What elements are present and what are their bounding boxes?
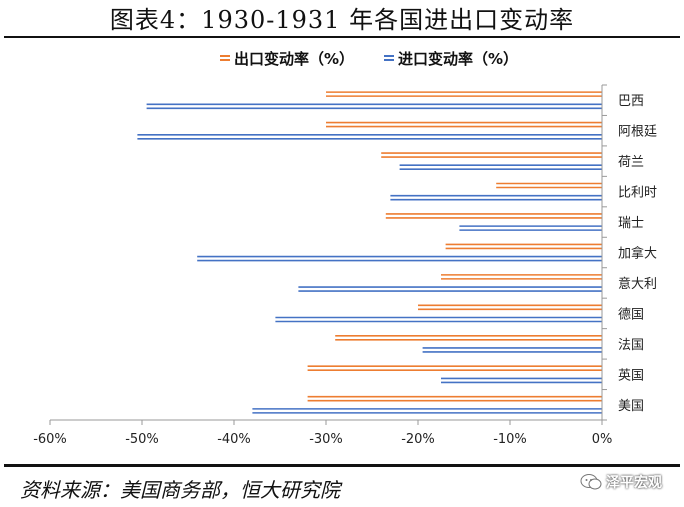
bar	[146, 103, 602, 110]
category-label: 意大利	[618, 276, 657, 292]
bar	[197, 255, 602, 262]
category-label: 巴西	[618, 94, 644, 109]
category-label: 比利时	[618, 186, 657, 201]
legend-label: 出口变动率（%）	[234, 50, 354, 68]
category-label: 德国	[618, 307, 644, 322]
category-label: 阿根廷	[618, 125, 657, 140]
footer-rule	[4, 464, 680, 467]
x-tick-label: -10%	[493, 432, 527, 447]
bar	[298, 286, 602, 292]
legend-label: 进口变动率（%）	[398, 50, 518, 68]
category-label: 法国	[618, 338, 644, 353]
bar	[441, 274, 602, 280]
bar-chart: 出口变动率（%） 进口变动率（%） 巴西阿根廷荷兰比利时瑞士加拿大意大利德国法国英国…	[33, 50, 657, 447]
watermark: 泽平宏观	[580, 472, 662, 492]
x-tick-label: -60%	[33, 432, 67, 447]
category-label: 瑞士	[618, 216, 644, 231]
chart-title: 图表4：1930-1931 年各国进出口变动率	[109, 6, 575, 34]
wechat-icon	[580, 474, 602, 490]
category-label: 荷兰	[618, 155, 644, 170]
bar	[326, 91, 602, 97]
category-label: 英国	[618, 368, 644, 383]
bar	[307, 365, 602, 372]
bar	[326, 121, 602, 128]
category-label: 美国	[618, 399, 644, 414]
category-label: 加拿大	[618, 246, 657, 262]
bar	[399, 164, 602, 171]
bar	[307, 395, 602, 402]
bar	[418, 304, 602, 311]
bar	[137, 133, 602, 140]
x-tick-label: -40%	[217, 432, 251, 447]
bar	[445, 243, 602, 250]
bar	[441, 377, 602, 384]
x-tick-label: -50%	[125, 432, 159, 447]
source-note: 资料来源：美国商务部，恒大研究院	[20, 478, 340, 502]
bar	[459, 225, 602, 231]
bar	[496, 182, 602, 189]
watermark-text: 泽平宏观	[606, 475, 662, 491]
bar	[381, 152, 602, 158]
bar	[335, 334, 602, 341]
x-tick-label: 0%	[592, 432, 613, 447]
title-rule	[4, 36, 680, 38]
bar	[385, 213, 602, 219]
bar	[390, 194, 602, 201]
bar	[252, 408, 602, 414]
bar	[422, 347, 602, 353]
bar	[275, 316, 602, 323]
x-tick-label: -30%	[309, 432, 343, 447]
x-tick-label: -20%	[401, 432, 435, 447]
